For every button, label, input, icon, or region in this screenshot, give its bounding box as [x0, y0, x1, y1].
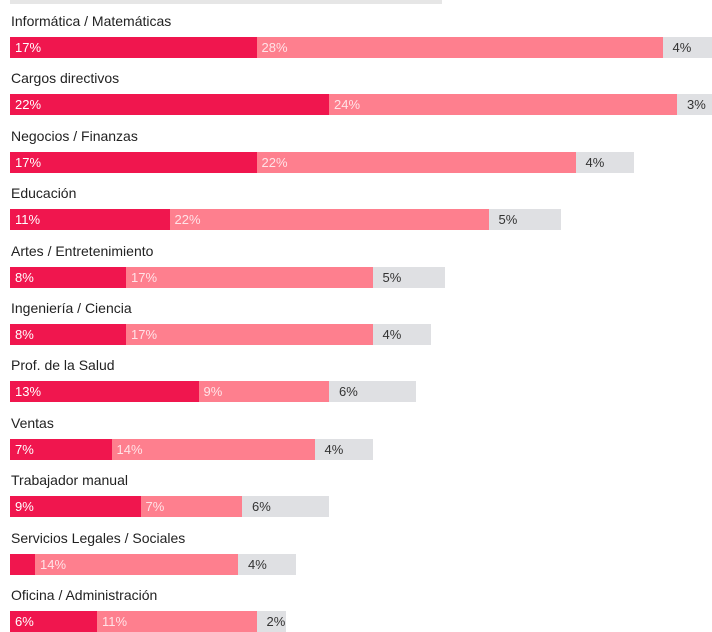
bar-value-label: 17%	[15, 37, 41, 58]
bar-segment	[257, 152, 576, 173]
bar-segment	[10, 152, 257, 173]
bar-value-label: 3%	[687, 94, 706, 115]
category-label: Prof. de la Salud	[11, 357, 115, 373]
bar-value-label: 6%	[339, 381, 358, 402]
bar-value-label: 17%	[131, 267, 157, 288]
bar-value-label: 11%	[15, 209, 40, 230]
bar-segment	[329, 94, 677, 115]
bar-segment	[10, 37, 257, 58]
bar-value-label: 4%	[673, 37, 692, 58]
bar-value-label: 5%	[383, 267, 402, 288]
bar-segment	[238, 554, 296, 575]
category-label: Oficina / Administración	[11, 587, 157, 603]
bar-value-label: 22%	[175, 209, 201, 230]
bar-value-label: 4%	[586, 152, 605, 173]
bar-value-label: 6%	[252, 496, 271, 517]
bar-value-label: 5%	[499, 209, 518, 230]
bar-segment	[257, 37, 663, 58]
bar-value-label: 8%	[15, 324, 34, 345]
bar-value-label: 4%	[383, 324, 402, 345]
category-label: Trabajador manual	[11, 472, 128, 488]
bar-value-label: 4%	[325, 439, 344, 460]
bar-value-label: 8%	[15, 267, 34, 288]
bar-segment	[576, 152, 634, 173]
bar-segment	[373, 324, 431, 345]
bar-value-label: 14%	[40, 554, 66, 575]
bar-segment	[126, 324, 373, 345]
bar-value-label: 24%	[334, 94, 360, 115]
bar-value-label: 22%	[262, 152, 288, 173]
bar-segment	[10, 94, 329, 115]
category-label: Ingeniería / Ciencia	[11, 300, 132, 316]
bar-value-label: 9%	[204, 381, 223, 402]
bar-value-label: 7%	[15, 439, 34, 460]
category-label: Educación	[11, 185, 76, 201]
category-label: Artes / Entretenimiento	[11, 243, 153, 259]
bar-segment	[126, 267, 373, 288]
bar-value-label: 22%	[15, 94, 41, 115]
bar-value-label: 14%	[117, 439, 143, 460]
top-strip	[10, 0, 442, 4]
category-label: Ventas	[11, 415, 54, 431]
bar-value-label: 2%	[267, 611, 286, 632]
bar-value-label: 11%	[102, 611, 127, 632]
bar-segment	[315, 439, 373, 460]
bar-segment	[170, 209, 489, 230]
bar-value-label: 13%	[15, 381, 41, 402]
bar-value-label: 17%	[15, 152, 41, 173]
category-label: Informática / Matemáticas	[11, 13, 171, 29]
bar-value-label: 4%	[248, 554, 267, 575]
bar-value-label: 9%	[15, 496, 34, 517]
bar-value-label: 17%	[131, 324, 157, 345]
bar-value-label: 6%	[15, 611, 34, 632]
category-label: Servicios Legales / Sociales	[11, 530, 185, 546]
bar-value-label: 7%	[146, 496, 165, 517]
category-label: Cargos directivos	[11, 70, 119, 86]
category-label: Negocios / Finanzas	[11, 128, 138, 144]
bar-value-label: 28%	[262, 37, 288, 58]
bar-segment	[10, 554, 35, 575]
